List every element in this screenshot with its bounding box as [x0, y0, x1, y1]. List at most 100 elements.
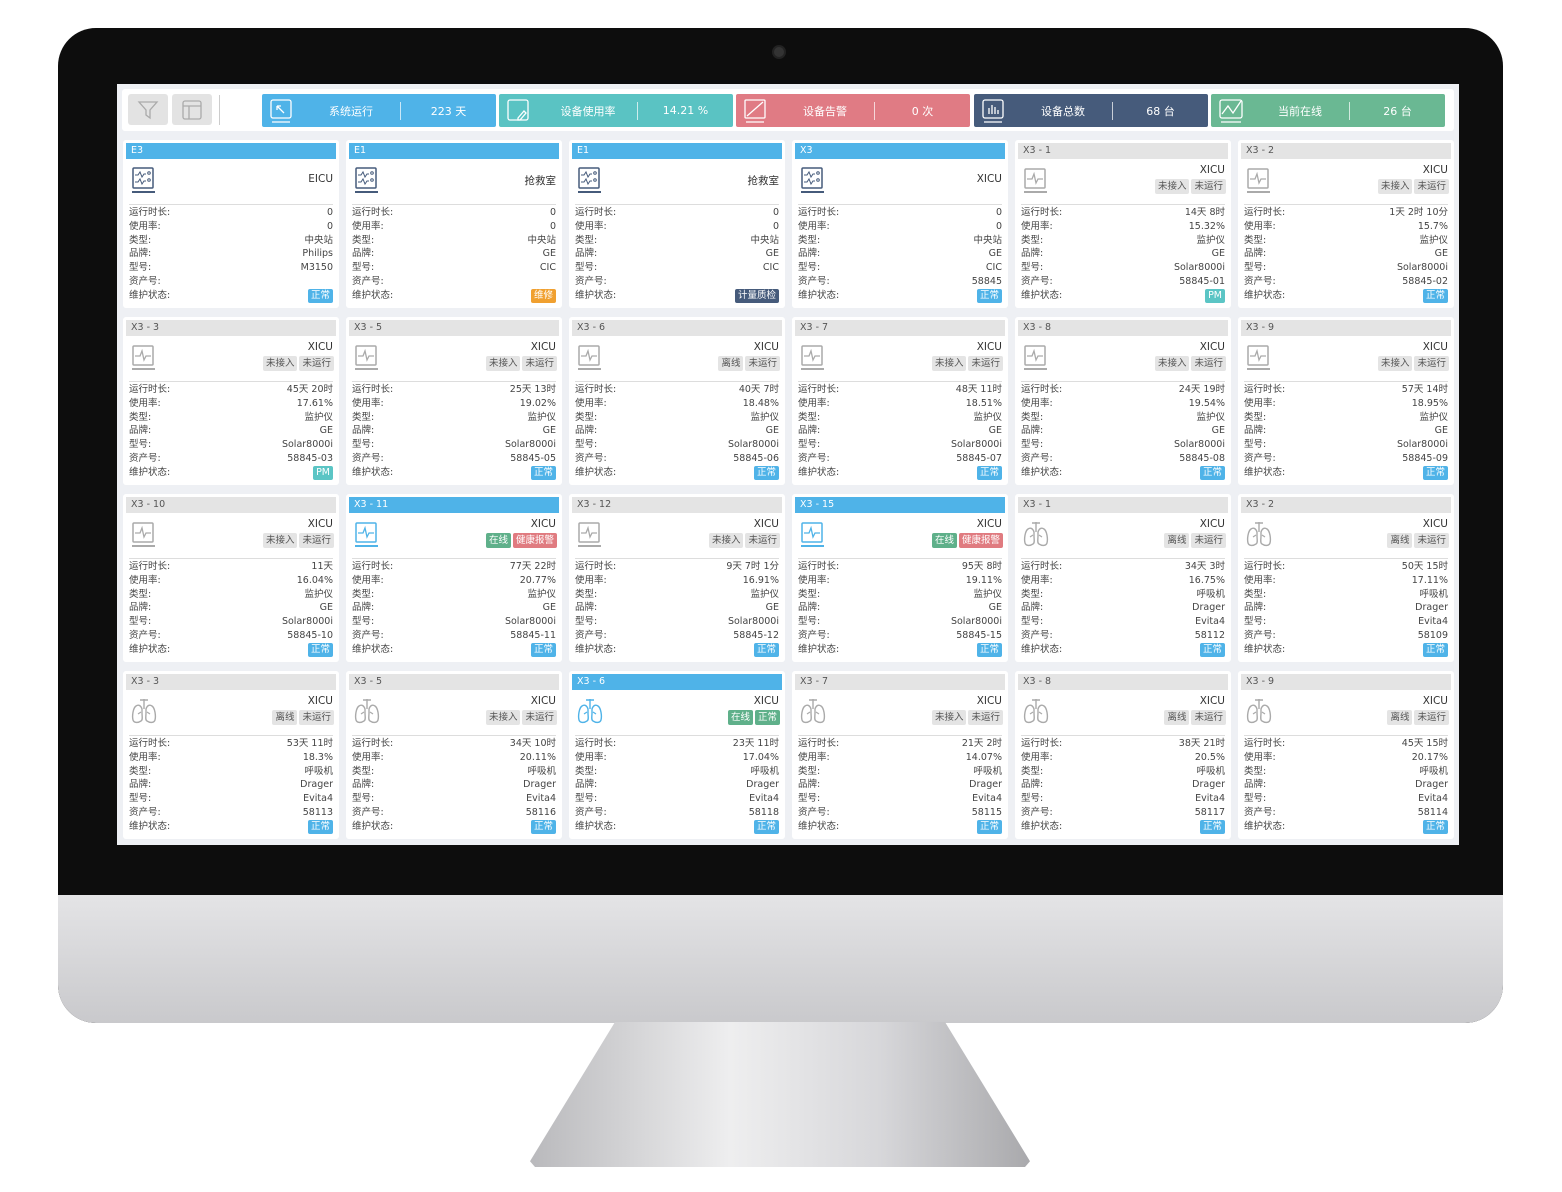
info-value: 0 — [549, 207, 556, 218]
device-card[interactable]: E1 抢救室 运行时长: 0 使用率: 0 类型: 中央站 品牌: GE 型号: CIC 资产号: 维护状… — [346, 140, 562, 308]
info-label: 维护状态: — [1021, 820, 1063, 832]
device-card[interactable]: X3 - 5 XICU 未接入 未运行 运行时长: 25天 13时 使用率: 19.02% 类型… — [346, 317, 562, 485]
device-card[interactable]: X3 - 7 XICU 未接入 未运行 运行时长: 48天 11时 使用率: 18.51% 类型… — [792, 317, 1008, 485]
patient-monitor-icon — [352, 343, 382, 373]
device-tag: 未运行 — [1191, 710, 1226, 725]
info-value: 呼吸机 — [1419, 765, 1448, 777]
card-divider — [129, 204, 333, 205]
info-row-runtime: 运行时长: 21天 2时 — [798, 737, 1002, 751]
info-row-asset: 资产号: — [575, 275, 779, 289]
info-value: 34天 3时 — [1184, 561, 1225, 572]
info-label: 使用率: — [1244, 574, 1276, 586]
info-row-type: 类型: 呼吸机 — [798, 765, 1002, 779]
device-tag: 离线 — [1164, 710, 1190, 725]
info-label: 资产号: — [1244, 452, 1276, 464]
info-value: GE — [542, 248, 556, 260]
maintenance-status-badge: 正常 — [1422, 642, 1448, 657]
edit-icon — [499, 98, 539, 124]
info-value: 14天 8时 — [1184, 207, 1225, 218]
info-label: 使用率: — [575, 397, 607, 409]
device-tags: 在线 健康报警 — [931, 533, 1003, 548]
device-card[interactable]: X3 - 6 XICU 在线 正常 运行时长: 23天 11时 使用率: 17.04% 类型: 呼… — [569, 671, 785, 839]
device-card[interactable]: X3 - 2 XICU 未接入 未运行 运行时长: 1天 2时 10分 使用率: 15.7% 类… — [1238, 140, 1454, 308]
maintenance-status-badge: 正常 — [307, 642, 333, 657]
info-row-runtime: 运行时长: 0 — [352, 206, 556, 220]
info-row-usage: 使用率: 20.77% — [352, 574, 556, 588]
device-card[interactable]: X3 - 15 XICU 在线 健康报警 运行时长: 95天 8时 使用率: 19.11% 类型… — [792, 494, 1008, 662]
info-row-usage: 使用率: 15.32% — [1021, 220, 1225, 234]
info-value: 95天 8时 — [961, 561, 1002, 572]
stat-tile[interactable]: 设备总数 68 台 — [974, 94, 1208, 127]
info-row-type: 类型: 呼吸机 — [352, 765, 556, 779]
device-card[interactable]: X3 - 2 XICU 离线 未运行 运行时长: 50天 15时 使用率: 17.11% 类型:… — [1238, 494, 1454, 662]
device-card[interactable]: X3 XICU 运行时长: 0 使用率: 0 类型: 中央站 品牌: GE 型号: CIC 资产号: 58… — [792, 140, 1008, 308]
device-card[interactable]: X3 - 9 XICU 离线 未运行 运行时长: 45天 15时 使用率: 20.17% 类型:… — [1238, 671, 1454, 839]
device-card[interactable]: X3 - 3 XICU 未接入 未运行 运行时长: 45天 20时 使用率: 17.61% 类型… — [123, 317, 339, 485]
maintenance-status-badge: PM — [313, 465, 333, 480]
device-card[interactable]: X3 - 9 XICU 未接入 未运行 运行时长: 57天 14时 使用率: 18.95% 类型… — [1238, 317, 1454, 485]
card-divider — [352, 381, 556, 382]
info-row-brand: 品牌: Drager — [129, 778, 333, 792]
patient-monitor-icon — [129, 520, 159, 550]
info-label: 资产号: — [1021, 452, 1053, 464]
info-label: 类型: — [575, 588, 598, 600]
device-info: 运行时长: 77天 22时 使用率: 20.77% 类型: 监护仪 品牌: GE 型号: Sola… — [352, 560, 556, 657]
info-row-asset: 资产号: 58114 — [1244, 806, 1448, 820]
info-row-model: 型号: M3150 — [129, 261, 333, 275]
info-value: GE — [1211, 248, 1225, 260]
device-card[interactable]: X3 - 1 XICU 离线 未运行 运行时长: 34天 3时 使用率: 16.75% 类型: 呼… — [1015, 494, 1231, 662]
device-card[interactable]: X3 - 11 XICU 在线 健康报警 运行时长: 77天 22时 使用率: 20.77% 类… — [346, 494, 562, 662]
info-row-brand: 品牌: GE — [129, 601, 333, 615]
device-location: XICU — [976, 518, 1002, 530]
device-tag: 未接入 — [485, 710, 521, 725]
stat-tile[interactable]: 当前在线 26 台 — [1211, 94, 1445, 127]
device-card[interactable]: X3 - 3 XICU 离线 未运行 运行时长: 53天 11时 使用率: 18.3% 类型: 呼… — [123, 671, 339, 839]
device-card[interactable]: E3 EICU 运行时长: 0 使用率: 0 类型: 中央站 品牌: Philips 型号: M315… — [123, 140, 339, 308]
info-row-asset: 资产号: 58845-07 — [798, 452, 1002, 466]
info-row-brand: 品牌: GE — [1021, 247, 1225, 261]
info-row-runtime: 运行时长: 1天 2时 10分 — [1244, 206, 1448, 220]
device-card[interactable]: X3 - 6 XICU 离线 未运行 运行时长: 40天 7时 使用率: 18.48% 类型: 监… — [569, 317, 785, 485]
info-value: 58845-07 — [956, 452, 1002, 464]
info-value: 53天 11时 — [286, 738, 333, 749]
maintenance-status-badge: 正常 — [1199, 642, 1225, 657]
device-location: XICU — [753, 518, 779, 530]
info-label: 资产号: — [352, 629, 384, 641]
patient-monitor-icon — [575, 520, 605, 550]
device-card[interactable]: X3 - 8 XICU 离线 未运行 运行时长: 38天 21时 使用率: 20.5% 类型: 呼… — [1015, 671, 1231, 839]
device-tags: 离线 未运行 — [718, 356, 780, 371]
device-location: XICU — [307, 341, 333, 353]
monitor-stand — [530, 1022, 1030, 1167]
device-card[interactable]: X3 - 5 XICU 未接入 未运行 运行时长: 34天 10时 使用率: 20.11% 类型… — [346, 671, 562, 839]
stat-tile[interactable]: 系统运行 223 天 — [262, 94, 496, 127]
device-card[interactable]: X3 - 8 XICU 未接入 未运行 运行时长: 24天 19时 使用率: 19.54% 类型… — [1015, 317, 1231, 485]
info-row-runtime: 运行时长: 11天 — [129, 560, 333, 574]
device-card[interactable]: E1 抢救室 运行时长: 0 使用率: 0 类型: 中央站 品牌: GE 型号: CIC 资产号: 维护状… — [569, 140, 785, 308]
stat-tile[interactable]: 设备告警 0 次 — [736, 94, 970, 127]
info-label: 维护状态: — [1021, 466, 1063, 478]
info-label: 类型: — [798, 411, 821, 423]
filter-button[interactable] — [128, 94, 168, 125]
info-row-model: 型号: Evita4 — [1244, 615, 1448, 629]
info-label: 使用率: — [1021, 397, 1053, 409]
maintenance-status-badge: 维修 — [530, 288, 556, 303]
info-row-type: 类型: 中央站 — [798, 234, 1002, 248]
info-label: 品牌: — [129, 248, 152, 260]
info-row-brand: 品牌: GE — [1244, 247, 1448, 261]
device-card[interactable]: X3 - 7 XICU 未接入 未运行 运行时长: 21天 2时 使用率: 14.07% 类型:… — [792, 671, 1008, 839]
info-row-type: 类型: 监护仪 — [129, 588, 333, 602]
info-value: 监护仪 — [973, 588, 1002, 600]
info-row-usage: 使用率: 20.5% — [1021, 751, 1225, 765]
device-info: 运行时长: 95天 8时 使用率: 19.11% 类型: 监护仪 品牌: GE 型号: Solar… — [798, 560, 1002, 657]
device-card[interactable]: X3 - 1 XICU 未接入 未运行 运行时长: 14天 8时 使用率: 15.32% 类型:… — [1015, 140, 1231, 308]
device-card[interactable]: X3 - 10 XICU 未接入 未运行 运行时长: 11天 使用率: 16.04% 类型: 监护… — [123, 494, 339, 662]
device-card[interactable]: X3 - 12 XICU 未接入 未运行 运行时长: 9天 7时 1分 使用率: 16.91%… — [569, 494, 785, 662]
info-row-type: 类型: 呼吸机 — [1021, 765, 1225, 779]
stat-tile[interactable]: 设备使用率 14.21 % — [499, 94, 733, 127]
layout-button[interactable] — [172, 94, 212, 125]
info-value: 监护仪 — [750, 411, 779, 423]
maintenance-status-badge: 正常 — [307, 288, 333, 303]
info-value: 58112 — [1194, 629, 1225, 641]
info-value: 58845-11 — [510, 629, 556, 641]
info-value: Drager — [1415, 779, 1448, 791]
